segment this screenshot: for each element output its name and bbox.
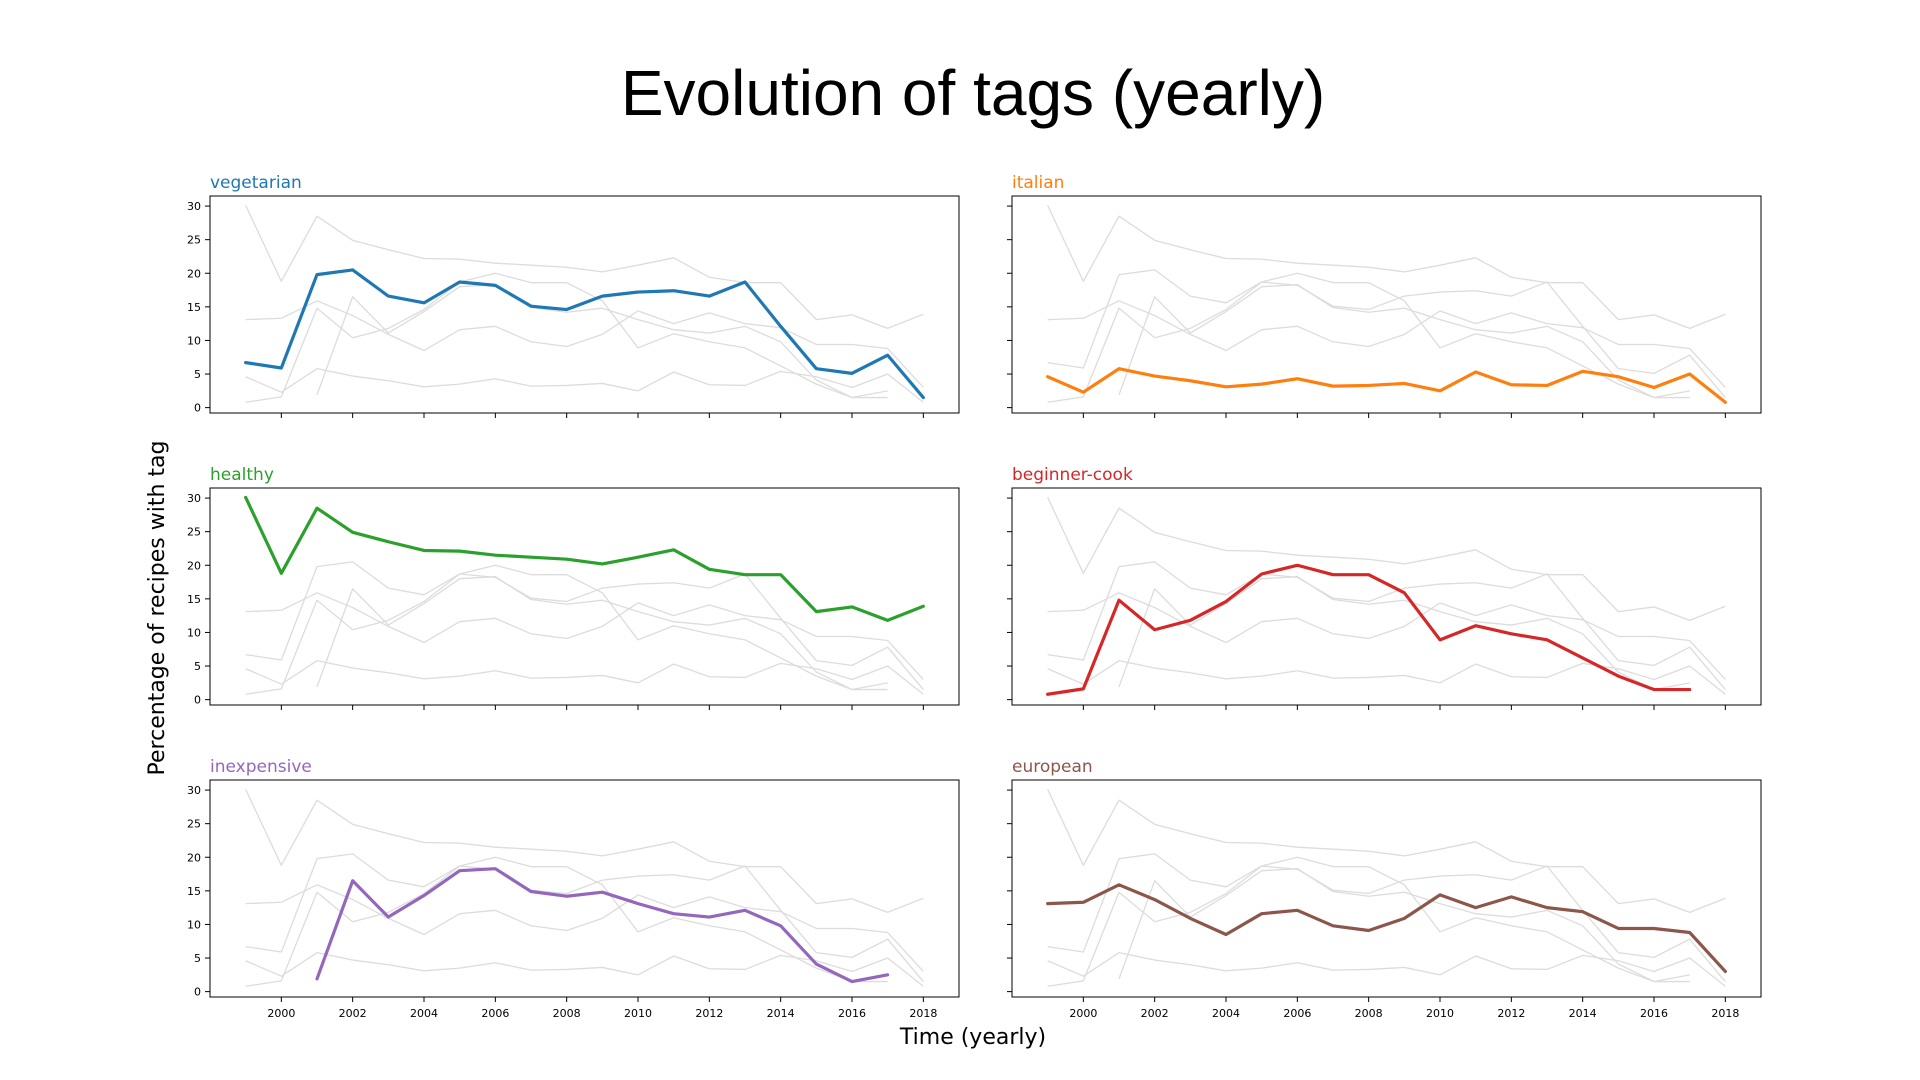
y-tick-label: 0 [194,402,201,415]
panel-inexpensive: inexpensive 0 5 10 15 20 25 30 2000 2002 2004 2006 2… [187,757,960,1020]
x-tick-label: 2010 [1426,1007,1454,1020]
y-axis-label: Percentage of recipes with tag [145,441,170,776]
background-line-healthy [1047,205,1726,329]
background-line-beginner-cook [245,564,888,695]
panel-title-healthy: healthy [210,465,274,485]
panel-frame [209,487,960,706]
y-tick-label: 0 [194,694,201,707]
y-tick-label: 5 [194,952,201,965]
panel-title-vegetarian: vegetarian [210,173,302,193]
panel-title-italian: italian [1012,173,1064,193]
background-line-healthy [1047,497,1726,621]
y-tick-label: 15 [187,301,201,314]
panel-european: european 2000 2002 2004 2006 2008 2010 2012 2014… [1007,757,1762,1020]
background-line-european [245,884,924,972]
x-tick-label: 2018 [1711,1007,1739,1020]
background-line-healthy [1047,789,1726,913]
x-tick-label: 2006 [481,1007,509,1020]
y-tick-label: 15 [187,593,201,606]
y-tick-label: 10 [187,918,201,931]
background-line-vegetarian [1047,269,1726,398]
y-tick-label: 5 [194,368,201,381]
x-tick-label: 2016 [838,1007,866,1020]
panel-healthy: healthy 0 5 10 15 20 25 30 [187,465,960,710]
x-tick-label: 2010 [624,1007,652,1020]
background-line-beginner-cook [245,856,888,987]
panel-frame [209,195,960,414]
panel-italian: italian [1007,173,1762,418]
x-tick-label: 2008 [1355,1007,1383,1020]
background-line-italian [245,660,924,695]
x-tick-label: 2014 [1569,1007,1597,1020]
y-tick-label: 30 [187,784,201,797]
x-axis-label: Time (yearly) [899,1025,1046,1050]
y-tick-label: 10 [187,334,201,347]
x-tick-label: 2018 [909,1007,937,1020]
x-tick-label: 2002 [339,1007,367,1020]
background-line-inexpensive [1118,868,1690,983]
x-tick-label: 2006 [1283,1007,1311,1020]
x-tick-label: 2000 [1069,1007,1097,1020]
x-tick-label: 2002 [1141,1007,1169,1020]
y-tick-label: 30 [187,492,201,505]
background-line-inexpensive [1118,576,1690,691]
series-line-vegetarian [244,268,925,400]
background-line-italian [1047,952,1726,987]
background-line-vegetarian [245,853,924,982]
series-line-italian [1046,367,1727,404]
panel-frame [1011,487,1762,706]
background-line-healthy [245,205,924,329]
y-tick-label: 25 [187,526,201,539]
background-line-beginner-cook [1047,856,1690,987]
background-line-inexpensive [1118,284,1690,399]
panel-beginner-cook: beginner-cook [1007,465,1762,710]
y-tick-label: 30 [187,200,201,213]
background-line-european [245,592,924,680]
x-tick-label: 2004 [410,1007,438,1020]
y-tick-label: 10 [187,626,201,639]
panel-title-inexpensive: inexpensive [210,757,312,777]
background-line-healthy [245,789,924,913]
x-tick-label: 2004 [1212,1007,1240,1020]
panel-frame [1011,779,1762,998]
x-tick-label: 2014 [767,1007,795,1020]
x-tick-label: 2008 [553,1007,581,1020]
background-line-vegetarian [245,561,924,690]
background-line-vegetarian [1047,853,1726,982]
background-line-beginner-cook [245,272,888,403]
background-line-european [245,300,924,388]
panel-title-european: european [1012,757,1093,777]
panel-vegetarian: vegetarian 0 5 10 15 20 25 30 [187,173,960,418]
background-line-italian [245,368,924,403]
background-line-italian [1047,660,1726,695]
y-tick-label: 20 [187,267,201,280]
series-line-european [1046,883,1727,974]
y-tick-label: 25 [187,234,201,247]
x-tick-label: 2016 [1640,1007,1668,1020]
y-tick-label: 25 [187,818,201,831]
panel-title-beginner-cook: beginner-cook [1012,465,1133,485]
y-tick-label: 5 [194,660,201,673]
x-tick-label: 2012 [695,1007,723,1020]
panel-frame [1011,195,1762,414]
y-tick-label: 0 [194,986,201,999]
panel-frame [209,779,960,998]
y-tick-label: 15 [187,885,201,898]
x-tick-label: 2000 [267,1007,295,1020]
y-tick-label: 20 [187,559,201,572]
series-line-beginner-cook [1046,563,1692,696]
background-line-inexpensive [316,576,888,691]
background-line-beginner-cook [1047,272,1690,403]
x-tick-label: 2012 [1497,1007,1525,1020]
background-line-european [1047,300,1726,388]
background-line-european [1047,592,1726,680]
y-tick-label: 20 [187,851,201,864]
panels-group: vegetarian 0 5 10 15 20 25 30 italian healthy 0 5 10… [187,173,1762,1020]
background-line-inexpensive [316,284,888,399]
series-line-healthy [244,495,925,622]
background-line-vegetarian [1047,561,1726,690]
series-line-inexpensive [315,867,890,984]
chart-title: Evolution of tags (yearly) [621,57,1325,129]
